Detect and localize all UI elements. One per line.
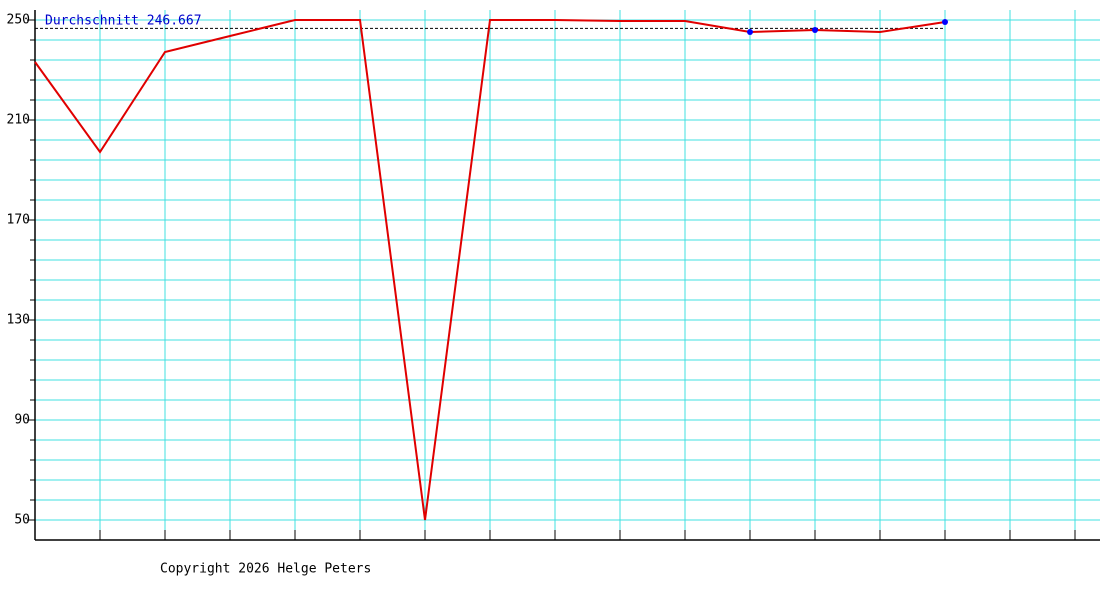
y-tick-label: 250 [7,13,30,28]
y-tick-label: 50 [14,513,30,528]
footer: Copyright 2026 Helge Peters [160,562,371,577]
data-point [812,27,818,33]
y-tick-label: 170 [7,213,30,228]
average-label: Durchschnitt 246.667 [45,14,202,29]
data-point [747,29,753,35]
y-tick-label: 90 [14,413,30,428]
y-tick-label: 210 [7,113,30,128]
data-line [34,19,946,521]
y-tick-label: 130 [7,313,30,328]
data-point [942,19,948,25]
